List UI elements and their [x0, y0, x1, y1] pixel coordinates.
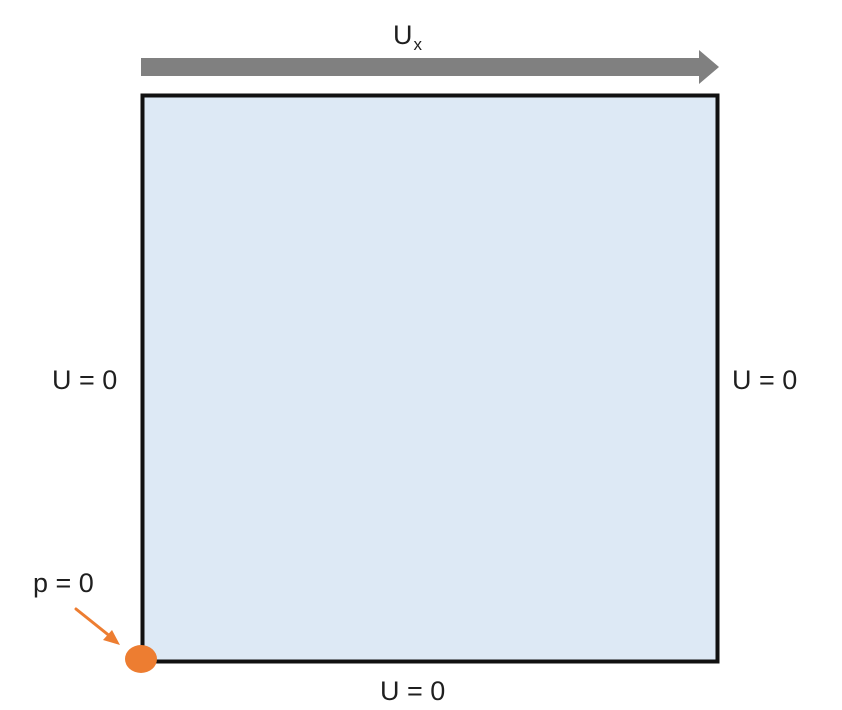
pointer-arrow-head — [103, 630, 120, 645]
left-wall-label: U = 0 — [52, 365, 118, 395]
lid-velocity-subscript: x — [413, 35, 423, 54]
bottom-wall-label: U = 0 — [380, 676, 446, 706]
lid-arrow-shaft — [141, 58, 701, 76]
lid-velocity-symbol: U — [393, 20, 413, 50]
pointer-arrow-line — [74, 607, 113, 639]
pressure-reference-label: p = 0 — [33, 568, 94, 598]
pressure-reference-point — [125, 645, 157, 673]
right-wall-label: U = 0 — [732, 365, 798, 395]
lid-velocity-label: Ux — [393, 20, 422, 54]
pressure-pointer-arrow — [74, 607, 120, 645]
lid-velocity-arrow — [141, 50, 719, 84]
lid-arrow-head — [699, 50, 719, 84]
cavity-domain — [140, 93, 720, 664]
